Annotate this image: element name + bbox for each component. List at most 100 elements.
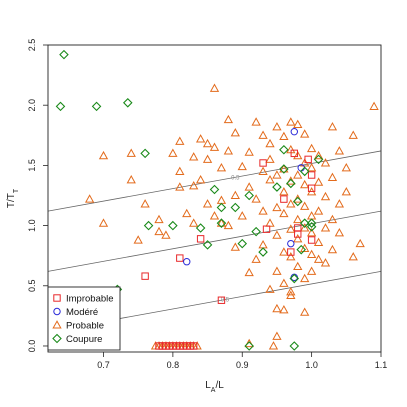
legend-label: Improbable [66,294,114,305]
data-point-diamond [91,101,102,112]
data-point-diamond [258,247,268,257]
data-point-triangle [279,247,289,256]
data-point-triangle [286,224,296,233]
data-point-diamond [306,218,317,228]
data-point-diamond [306,222,317,232]
data-point-triangle [265,154,275,163]
data-point-diamond [230,202,241,213]
data-point-diamond [202,240,213,250]
data-point-triangle [286,117,296,126]
data-point-triangle [265,138,275,148]
data-point-circle [290,127,298,136]
data-point-triangle [286,252,296,261]
x-tick-label: 0.7 [97,360,110,370]
data-point-triangle [154,226,164,236]
data-point-triangle [133,235,143,244]
data-point-triangle [320,223,331,232]
data-point-triangle [334,146,345,155]
data-point-square [176,254,184,262]
data-point-triangle [258,130,268,139]
data-point-diamond [59,49,69,60]
data-point-square [141,272,149,280]
data-point-triangle [161,230,171,239]
reference-line-label: 0.5 [221,298,230,304]
data-point-diamond [299,218,310,228]
data-point-triangle [223,114,234,124]
data-point-diamond [216,202,227,213]
data-point-triangle [313,237,324,246]
data-point-triangle [244,338,254,348]
data-point-square [307,184,316,192]
data-point-triangle [300,307,310,316]
y-tick-label: 1.0 [27,219,37,232]
data-point-triangle [293,150,303,160]
y-tick-label: 1.5 [27,159,37,172]
data-point-triangle [98,150,109,160]
legend: Improbable Modéré Probable Coupure [47,286,121,351]
reference-line [47,150,382,212]
data-point-diamond [140,148,150,159]
data-point-triangle [320,158,331,167]
data-point-triangle [313,254,324,263]
legend-item: Improbable [53,294,114,305]
data-point-triangle [251,117,261,126]
data-point-triangle [98,218,109,227]
data-point-triangle [202,199,213,208]
legend-label: Modéré [66,307,98,318]
legend-item: Probable [52,320,104,332]
data-point-triangle [209,83,220,92]
legend-item: Coupure [52,333,102,345]
x-axis: 0.7 0.8 0.9 1.0 1.1 [97,352,387,370]
data-point-square [294,230,302,238]
data-point-triangle [306,249,317,259]
data-point-triangle [293,119,303,128]
data-point-triangle [341,187,351,196]
y-tick-label: 0.0 [27,340,37,353]
data-point-triangle [293,170,303,179]
data-point-triangle [300,129,310,138]
data-point-triangle [154,214,164,224]
x-tick-label: 0.8 [167,360,180,370]
data-point-diamond [209,184,220,195]
data-point-triangle [209,142,220,151]
data-point-triangle [272,303,282,313]
data-point-triangle [189,218,199,227]
data-point-triangle [327,244,338,254]
data-point-triangle [268,341,279,350]
data-point-triangle [195,134,206,143]
data-point-triangle [272,230,282,239]
data-point-triangle [126,148,136,157]
data-point-diamond [244,190,254,201]
data-point-triangle [244,147,254,156]
x-axis-title: LA/L [205,380,224,394]
data-point-diamond [296,244,306,255]
data-point-triangle [230,128,240,137]
data-point-triangle [140,199,150,208]
legend-marker-triangle [52,320,62,329]
data-point-circle [183,258,191,266]
data-point-triangle [293,214,303,224]
data-point-triangle [251,194,261,203]
data-point-triangle [216,162,227,172]
data-point-diamond [279,144,289,155]
x-tick-label: 1.0 [305,360,318,370]
data-point-triangle [175,182,185,191]
data-point-triangle [182,208,192,218]
data-point-triangle [293,194,303,203]
data-point-triangle [306,227,317,237]
data-point-triangle [202,138,213,148]
data-point-triangle [293,261,303,271]
data-point-square [307,171,316,179]
data-point-diamond [143,220,154,231]
reference-line [47,210,382,272]
data-point-triangle [348,252,358,261]
data-point-square [307,236,316,244]
data-point-triangle [175,166,185,175]
data-point-triangle [369,101,379,110]
data-point-triangle [341,162,351,172]
data-point-diamond [286,178,296,189]
data-point-triangle [223,220,234,230]
data-point-triangle [279,305,289,314]
data-point-triangle [265,218,275,227]
